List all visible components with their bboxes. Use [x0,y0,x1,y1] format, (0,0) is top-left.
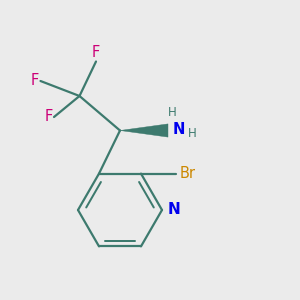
Text: F: F [92,45,100,60]
Text: F: F [31,74,39,88]
Text: F: F [44,110,52,124]
Text: H: H [188,127,196,140]
Polygon shape [120,124,168,137]
Text: Br: Br [180,166,196,181]
Text: N: N [167,202,180,217]
Text: H: H [168,106,177,119]
Text: N: N [172,122,185,136]
